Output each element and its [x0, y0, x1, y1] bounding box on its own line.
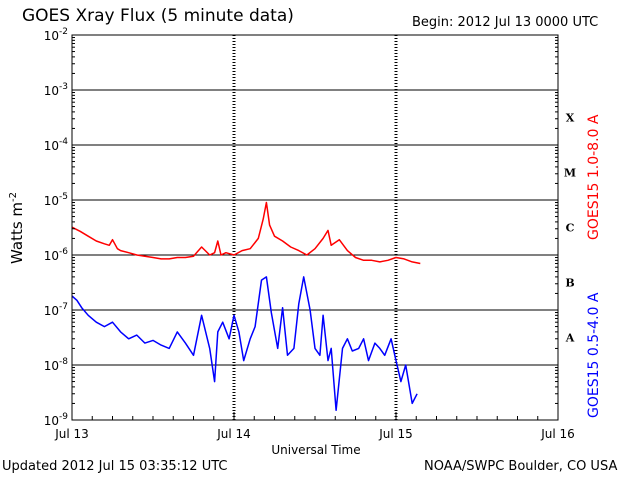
y-tick-label: 10-7	[44, 302, 68, 318]
y-tick-label: 10-4	[44, 137, 69, 153]
flare-class-labels: X M C B A	[564, 112, 576, 345]
x-axis: Jul 13 Jul 14 Jul 15 Jul 16	[54, 412, 575, 441]
x-tick-label: Jul 13	[54, 427, 89, 441]
y-tick-label: 10-3	[44, 82, 68, 98]
chart-title: GOES Xray Flux (5 minute data)	[22, 6, 294, 26]
legend-short-channel: GOES15 0.5-4.0 A	[586, 292, 602, 418]
y-tick-label: 10-8	[44, 357, 69, 373]
flare-class-label: M	[564, 167, 576, 180]
series-line-short-channel	[71, 276, 418, 412]
y-axis: 10-9 10-8 10-7 10-6 10-5 10-4 10-3 10-2	[44, 27, 558, 428]
flare-class-label: X	[566, 112, 575, 125]
x-tick-label: Jul 15	[378, 427, 413, 441]
y-axis-label-text: Watts m	[8, 202, 26, 264]
updated-timestamp: Updated 2012 Jul 15 03:35:12 UTC	[2, 459, 228, 474]
flare-class-label: C	[566, 222, 575, 235]
legend-long-channel: GOES15 1.0-8.0 A	[586, 114, 602, 240]
x-axis-label: Universal Time	[271, 443, 360, 457]
y-axis-label-exponent: -2	[8, 192, 19, 202]
x-tick-label: Jul 16	[540, 427, 575, 441]
x-tick-label: Jul 14	[216, 427, 251, 441]
series-layer	[71, 201, 421, 412]
y-tick-label: 10-9	[44, 412, 69, 428]
grid-layer	[72, 35, 558, 420]
begin-time-label: Begin: 2012 Jul 13 0000 UTC	[412, 15, 599, 30]
series-line-long-channel	[71, 201, 421, 265]
flare-class-label: A	[565, 332, 575, 345]
y-tick-label: 10-2	[44, 27, 68, 43]
y-tick-label: 10-6	[44, 247, 69, 263]
y-axis-label: Watts m-2	[8, 192, 26, 264]
flare-class-label: B	[565, 277, 574, 290]
credit-label: NOAA/SWPC Boulder, CO USA	[424, 459, 618, 474]
plot-frame	[71, 34, 559, 421]
y-tick-label: 10-5	[44, 192, 68, 208]
